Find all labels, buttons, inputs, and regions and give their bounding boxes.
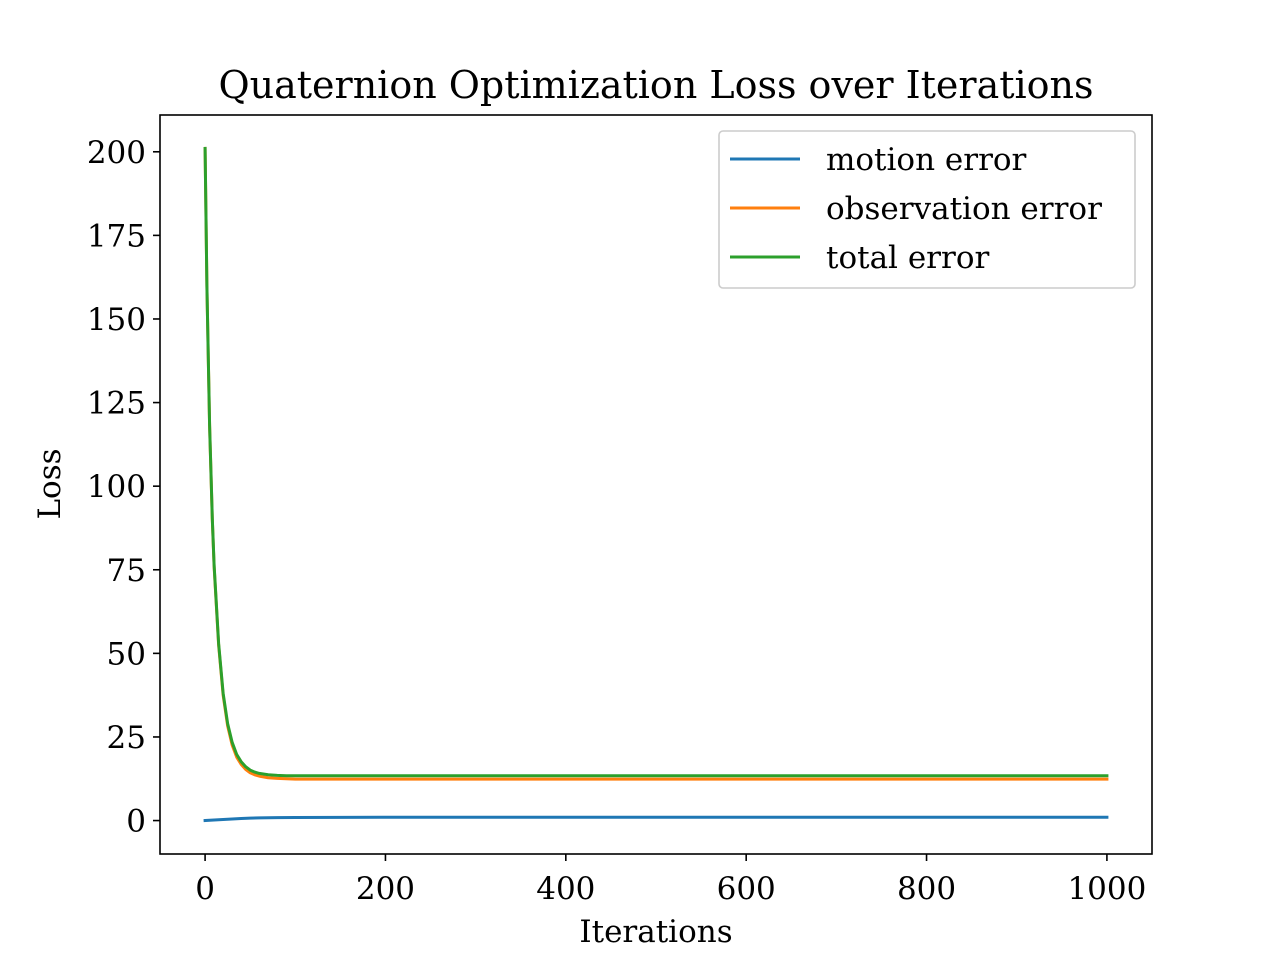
legend-label-motion-error: motion error — [826, 142, 1027, 178]
x-tick-label: 600 — [717, 871, 776, 907]
y-axis: 0 25 50 75 100 125 150 175 200 — [87, 135, 160, 840]
y-axis-label: Loss — [32, 448, 68, 519]
x-tick-label: 200 — [356, 871, 415, 907]
legend: motion error observation error total err… — [718, 130, 1136, 289]
legend-label-observation-error: observation error — [826, 191, 1102, 227]
x-tick-label: 400 — [536, 871, 595, 907]
y-tick-label: 25 — [107, 720, 146, 756]
x-axis-label: Iterations — [579, 914, 732, 950]
legend-label-total-error: total error — [826, 240, 989, 276]
y-tick-label: 50 — [107, 636, 146, 672]
x-tick-label: 0 — [195, 871, 215, 907]
y-tick-label: 75 — [107, 553, 146, 589]
y-tick-label: 200 — [87, 135, 146, 171]
y-tick-label: 0 — [126, 804, 146, 840]
chart-title: Quaternion Optimization Loss over Iterat… — [218, 63, 1093, 107]
y-tick-label: 150 — [87, 302, 146, 338]
x-tick-label: 800 — [897, 871, 956, 907]
y-tick-label: 100 — [87, 469, 146, 505]
series-layer — [203, 146, 1109, 823]
plot-frame — [159, 114, 1153, 855]
x-tick-label: 1000 — [1067, 871, 1146, 907]
y-tick-label: 125 — [87, 386, 146, 422]
series-line-motion-error — [203, 815, 1109, 823]
series-line-total-error — [203, 146, 1109, 778]
x-axis: 0 200 400 600 800 1000 — [195, 854, 1146, 907]
y-tick-label: 175 — [87, 218, 146, 254]
legend-box — [718, 130, 1136, 289]
